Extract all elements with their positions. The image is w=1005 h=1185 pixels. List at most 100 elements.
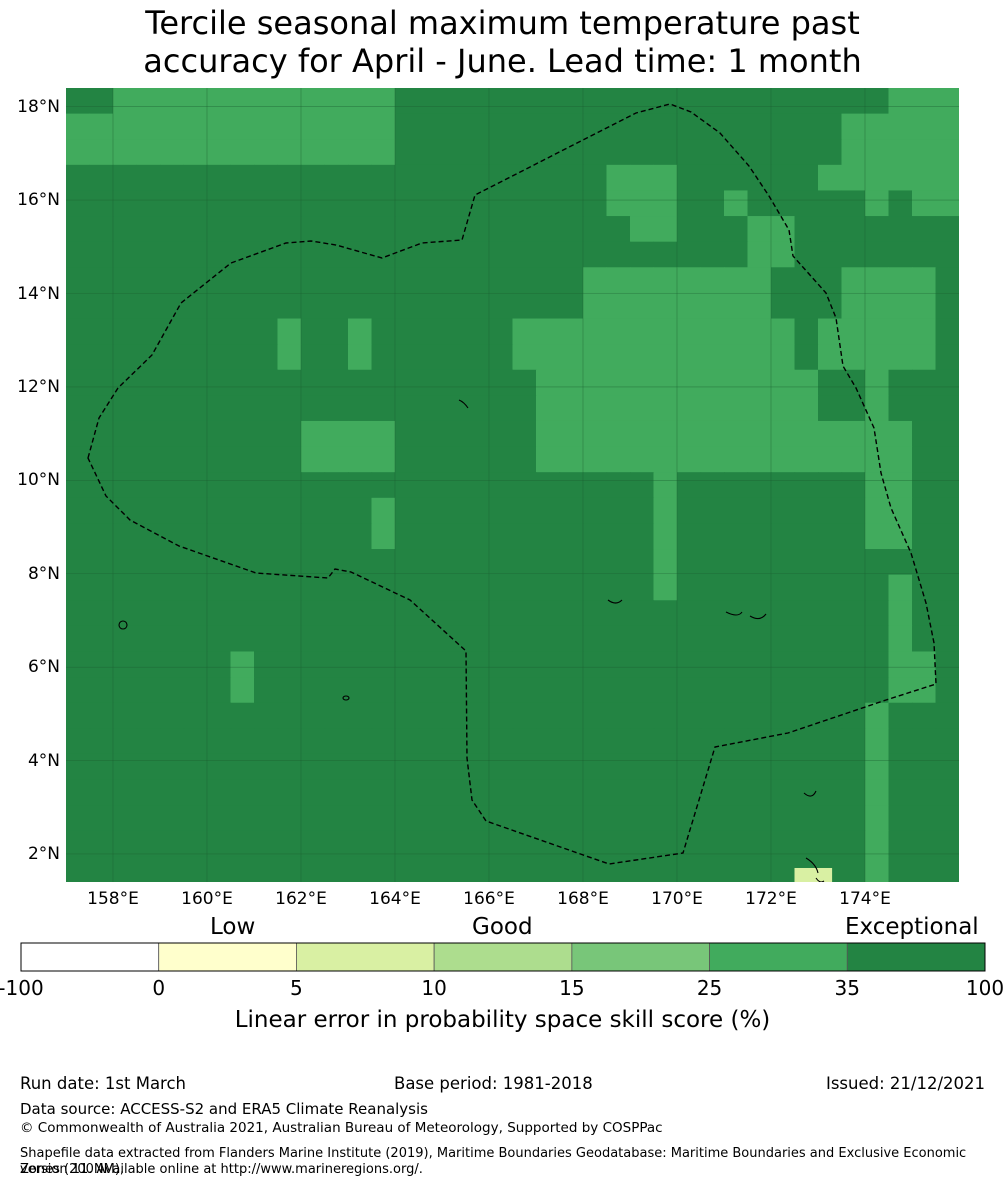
skill-cell [606,830,631,857]
skill-cell [677,728,702,755]
skill-cell [254,549,279,576]
skill-cell [818,420,843,448]
skill-cell [536,267,561,294]
skill-cell [559,651,584,678]
skill-cell [66,574,91,601]
skill-cell [418,267,443,294]
skill-cell [700,472,725,499]
skill-map-canvas [66,88,959,882]
skill-cell [559,241,584,268]
skill-cell [418,190,443,217]
skill-cell [207,472,232,499]
skill-cell [653,702,678,729]
skill-cell [371,267,396,294]
skill-cell [348,472,373,499]
skill-cell [747,856,772,882]
skill-cell [724,88,749,115]
skill-cell [818,779,843,806]
skill-cell [254,472,279,499]
skill-cell [348,369,373,396]
skill-cell [489,651,514,678]
skill-cell [371,677,396,704]
skill-cell [747,830,772,857]
skill-cell [183,574,208,601]
skill-cell [677,549,702,576]
skill-cell [700,267,725,294]
skill-cell [700,164,725,192]
skill-cell [230,523,255,550]
skill-cell [724,113,749,140]
skill-cell [724,292,749,320]
skill-cell [254,805,279,832]
latitude-tick-label: 12°N [17,376,60,397]
skill-cell [371,164,396,192]
skill-cell [841,139,866,166]
skill-cell [771,369,796,396]
skill-cell [865,574,890,601]
skill-cell [113,446,138,473]
skill-cell [371,549,396,576]
skill-cell [395,369,420,396]
skill-cell [66,677,91,704]
skill-cell [371,241,396,268]
skill-cell [677,523,702,550]
skill-cell [841,625,866,653]
skill-cell [818,677,843,704]
skill-cell [277,677,302,704]
skill-cell [207,164,232,192]
skill-cell [536,292,561,320]
skill-cell [653,113,678,140]
skill-cell [818,216,843,243]
shapefile-credit-line-2: version 11. Available online at http://w… [20,1162,423,1177]
skill-cell [465,113,490,140]
skill-cell [254,574,279,601]
skill-cell [66,241,91,268]
skill-cell [113,113,138,140]
skill-cell [630,677,655,704]
skill-cell [630,292,655,320]
skill-cell [395,523,420,550]
skill-cell [418,292,443,320]
skill-cell [160,753,185,781]
skill-cell [912,318,937,345]
skill-cell [465,523,490,550]
skill-cell [700,190,725,217]
skill-cell [465,702,490,729]
skill-cell [465,830,490,857]
skill-cell [442,241,467,268]
skill-cell [724,805,749,832]
skill-cell [653,574,678,601]
skill-cell [559,292,584,320]
skill-cell [888,702,913,729]
skill-cell [841,830,866,857]
skill-cell [841,702,866,729]
skill-cell [888,241,913,268]
skill-cell [348,344,373,371]
skill-cell [935,113,959,140]
skill-cell [912,497,937,525]
skill-cell [489,241,514,268]
skill-cell [66,523,91,550]
skill-cell [700,856,725,882]
skill-cell [442,856,467,882]
skill-cell [183,728,208,755]
skill-cell [747,651,772,678]
skill-cell [395,830,420,857]
skill-cell [700,702,725,729]
skill-cell [818,472,843,499]
skill-cell [700,318,725,345]
skill-cell [66,779,91,806]
skill-cell [512,139,537,166]
skill-cell [277,88,302,115]
skill-cell [771,677,796,704]
skill-cell [136,139,161,166]
skill-cell [277,702,302,729]
skill-cell [418,88,443,115]
skill-cell [818,292,843,320]
skill-cell [254,446,279,473]
skill-cell [277,164,302,192]
skill-cell [113,753,138,781]
skill-cell [324,164,349,192]
skill-cell [747,241,772,268]
skill-cell [653,190,678,217]
